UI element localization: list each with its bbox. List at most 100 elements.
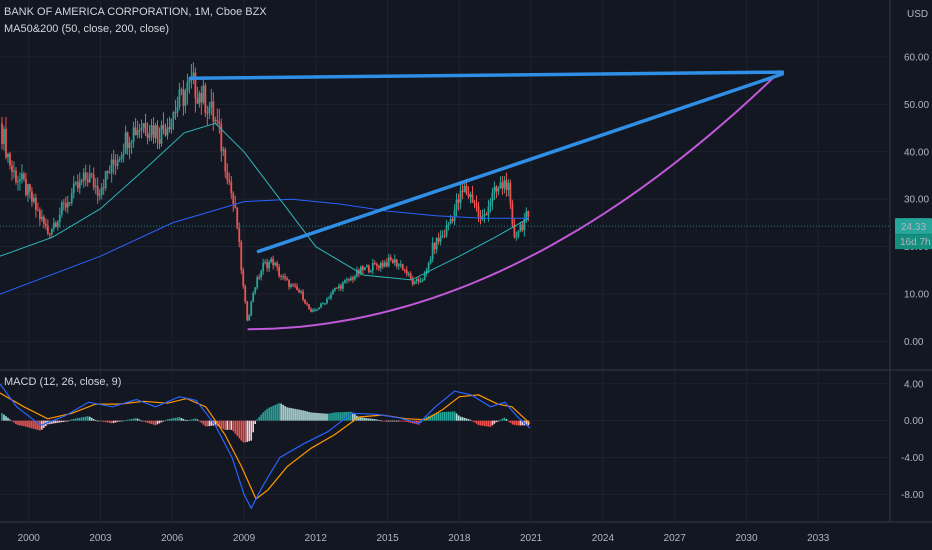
candle-body <box>68 202 71 204</box>
candle-body <box>198 93 201 104</box>
candle-body <box>170 118 173 130</box>
histogram-bar <box>176 417 179 421</box>
histogram-bar <box>234 420 237 434</box>
histogram-bar <box>403 420 406 422</box>
macd-tick-label: 0.00 <box>904 416 924 427</box>
histogram-bar <box>82 416 85 421</box>
histogram-bar <box>78 417 81 421</box>
candle-body <box>240 242 243 271</box>
candle-body <box>180 89 183 91</box>
histogram-bar <box>429 415 432 421</box>
histogram-bar <box>479 420 482 426</box>
candle-body <box>332 290 334 295</box>
histogram-bar <box>314 412 316 421</box>
candle-body <box>304 299 306 304</box>
candle-body <box>377 265 380 269</box>
histogram-bar <box>457 415 460 421</box>
histogram-bar <box>11 420 13 422</box>
candle-body <box>401 264 404 270</box>
candle-body <box>248 315 251 321</box>
time-tick-label: 2024 <box>592 533 615 544</box>
time-tick-label: 2018 <box>448 533 471 544</box>
candle-body <box>284 276 287 279</box>
histogram-bar <box>326 413 328 421</box>
histogram-bar <box>244 420 247 443</box>
histogram-bar <box>330 413 332 421</box>
histogram-bar <box>431 414 434 421</box>
histogram-bar <box>154 420 157 426</box>
histogram-bar <box>489 420 492 427</box>
candle-body <box>294 285 296 287</box>
histogram-bar <box>352 412 354 421</box>
time-tick-label: 2030 <box>735 533 758 544</box>
candle-body <box>214 120 217 122</box>
candle-body <box>447 224 450 226</box>
candle-body <box>232 193 235 204</box>
histogram-bar <box>485 420 488 427</box>
histogram-bar <box>156 420 159 425</box>
histogram-bar <box>401 420 404 422</box>
candle-body <box>270 258 273 263</box>
candle-body <box>266 262 269 269</box>
histogram-bar <box>507 420 510 422</box>
time-tick-label: 2003 <box>89 533 112 544</box>
histogram-bar <box>192 418 195 421</box>
candle-body <box>501 182 504 189</box>
histogram-bar <box>51 420 53 424</box>
candle-body <box>27 184 29 195</box>
candle-body <box>78 180 81 189</box>
candle-body <box>176 106 179 113</box>
candle-body <box>457 199 460 203</box>
histogram-bar <box>142 420 145 422</box>
histogram-bar <box>134 418 137 421</box>
candle-body <box>224 149 227 172</box>
candle-body <box>38 210 41 220</box>
candle-body <box>168 127 171 130</box>
candle-body <box>236 207 239 229</box>
candle-body <box>491 192 494 202</box>
candle-body <box>244 286 247 302</box>
candle-body <box>120 155 123 160</box>
histogram-bar <box>407 420 410 423</box>
macd-indicator-label[interactable]: MACD (12, 26, close, 9) <box>4 376 122 388</box>
macd-axis: -8.00 -4.00 0.00 4.00 <box>901 379 924 501</box>
candle-body <box>411 278 414 285</box>
candle-body <box>405 269 408 275</box>
candle-body <box>54 223 57 228</box>
candle-body <box>314 309 316 311</box>
histogram-bar <box>118 420 121 422</box>
candle-body <box>142 123 145 129</box>
candle-body <box>503 180 506 189</box>
candle-body <box>429 258 432 264</box>
candle-body <box>338 285 340 289</box>
histogram-bar <box>214 420 217 426</box>
histogram-bar <box>270 406 272 421</box>
candle-body <box>455 199 458 210</box>
candle-body <box>186 82 189 92</box>
candle-body <box>485 214 488 216</box>
histogram-bar <box>465 418 468 421</box>
candle-body <box>421 279 424 281</box>
histogram-bar <box>451 411 454 421</box>
candle-body <box>134 127 137 136</box>
histogram-bar <box>202 420 205 425</box>
ma-indicator-label[interactable]: MA50&200 (50, close, 200, close) <box>4 23 170 35</box>
histogram-bar <box>519 420 522 426</box>
histogram-bar <box>491 420 494 426</box>
last-price-badge[interactable] <box>895 218 932 235</box>
histogram-bar <box>226 420 229 430</box>
histogram-bar <box>290 408 292 421</box>
histogram-bar <box>23 420 25 427</box>
ma50-line <box>0 122 529 281</box>
histogram-bar <box>126 419 129 421</box>
histogram-bar <box>469 419 472 421</box>
candle-body <box>218 121 221 125</box>
candle-body <box>220 124 223 152</box>
histogram-bar <box>39 420 41 431</box>
histogram-bar <box>381 420 384 422</box>
time-tick-label: 2033 <box>807 533 830 544</box>
histogram-bar <box>439 412 442 421</box>
candle-body <box>242 270 245 287</box>
